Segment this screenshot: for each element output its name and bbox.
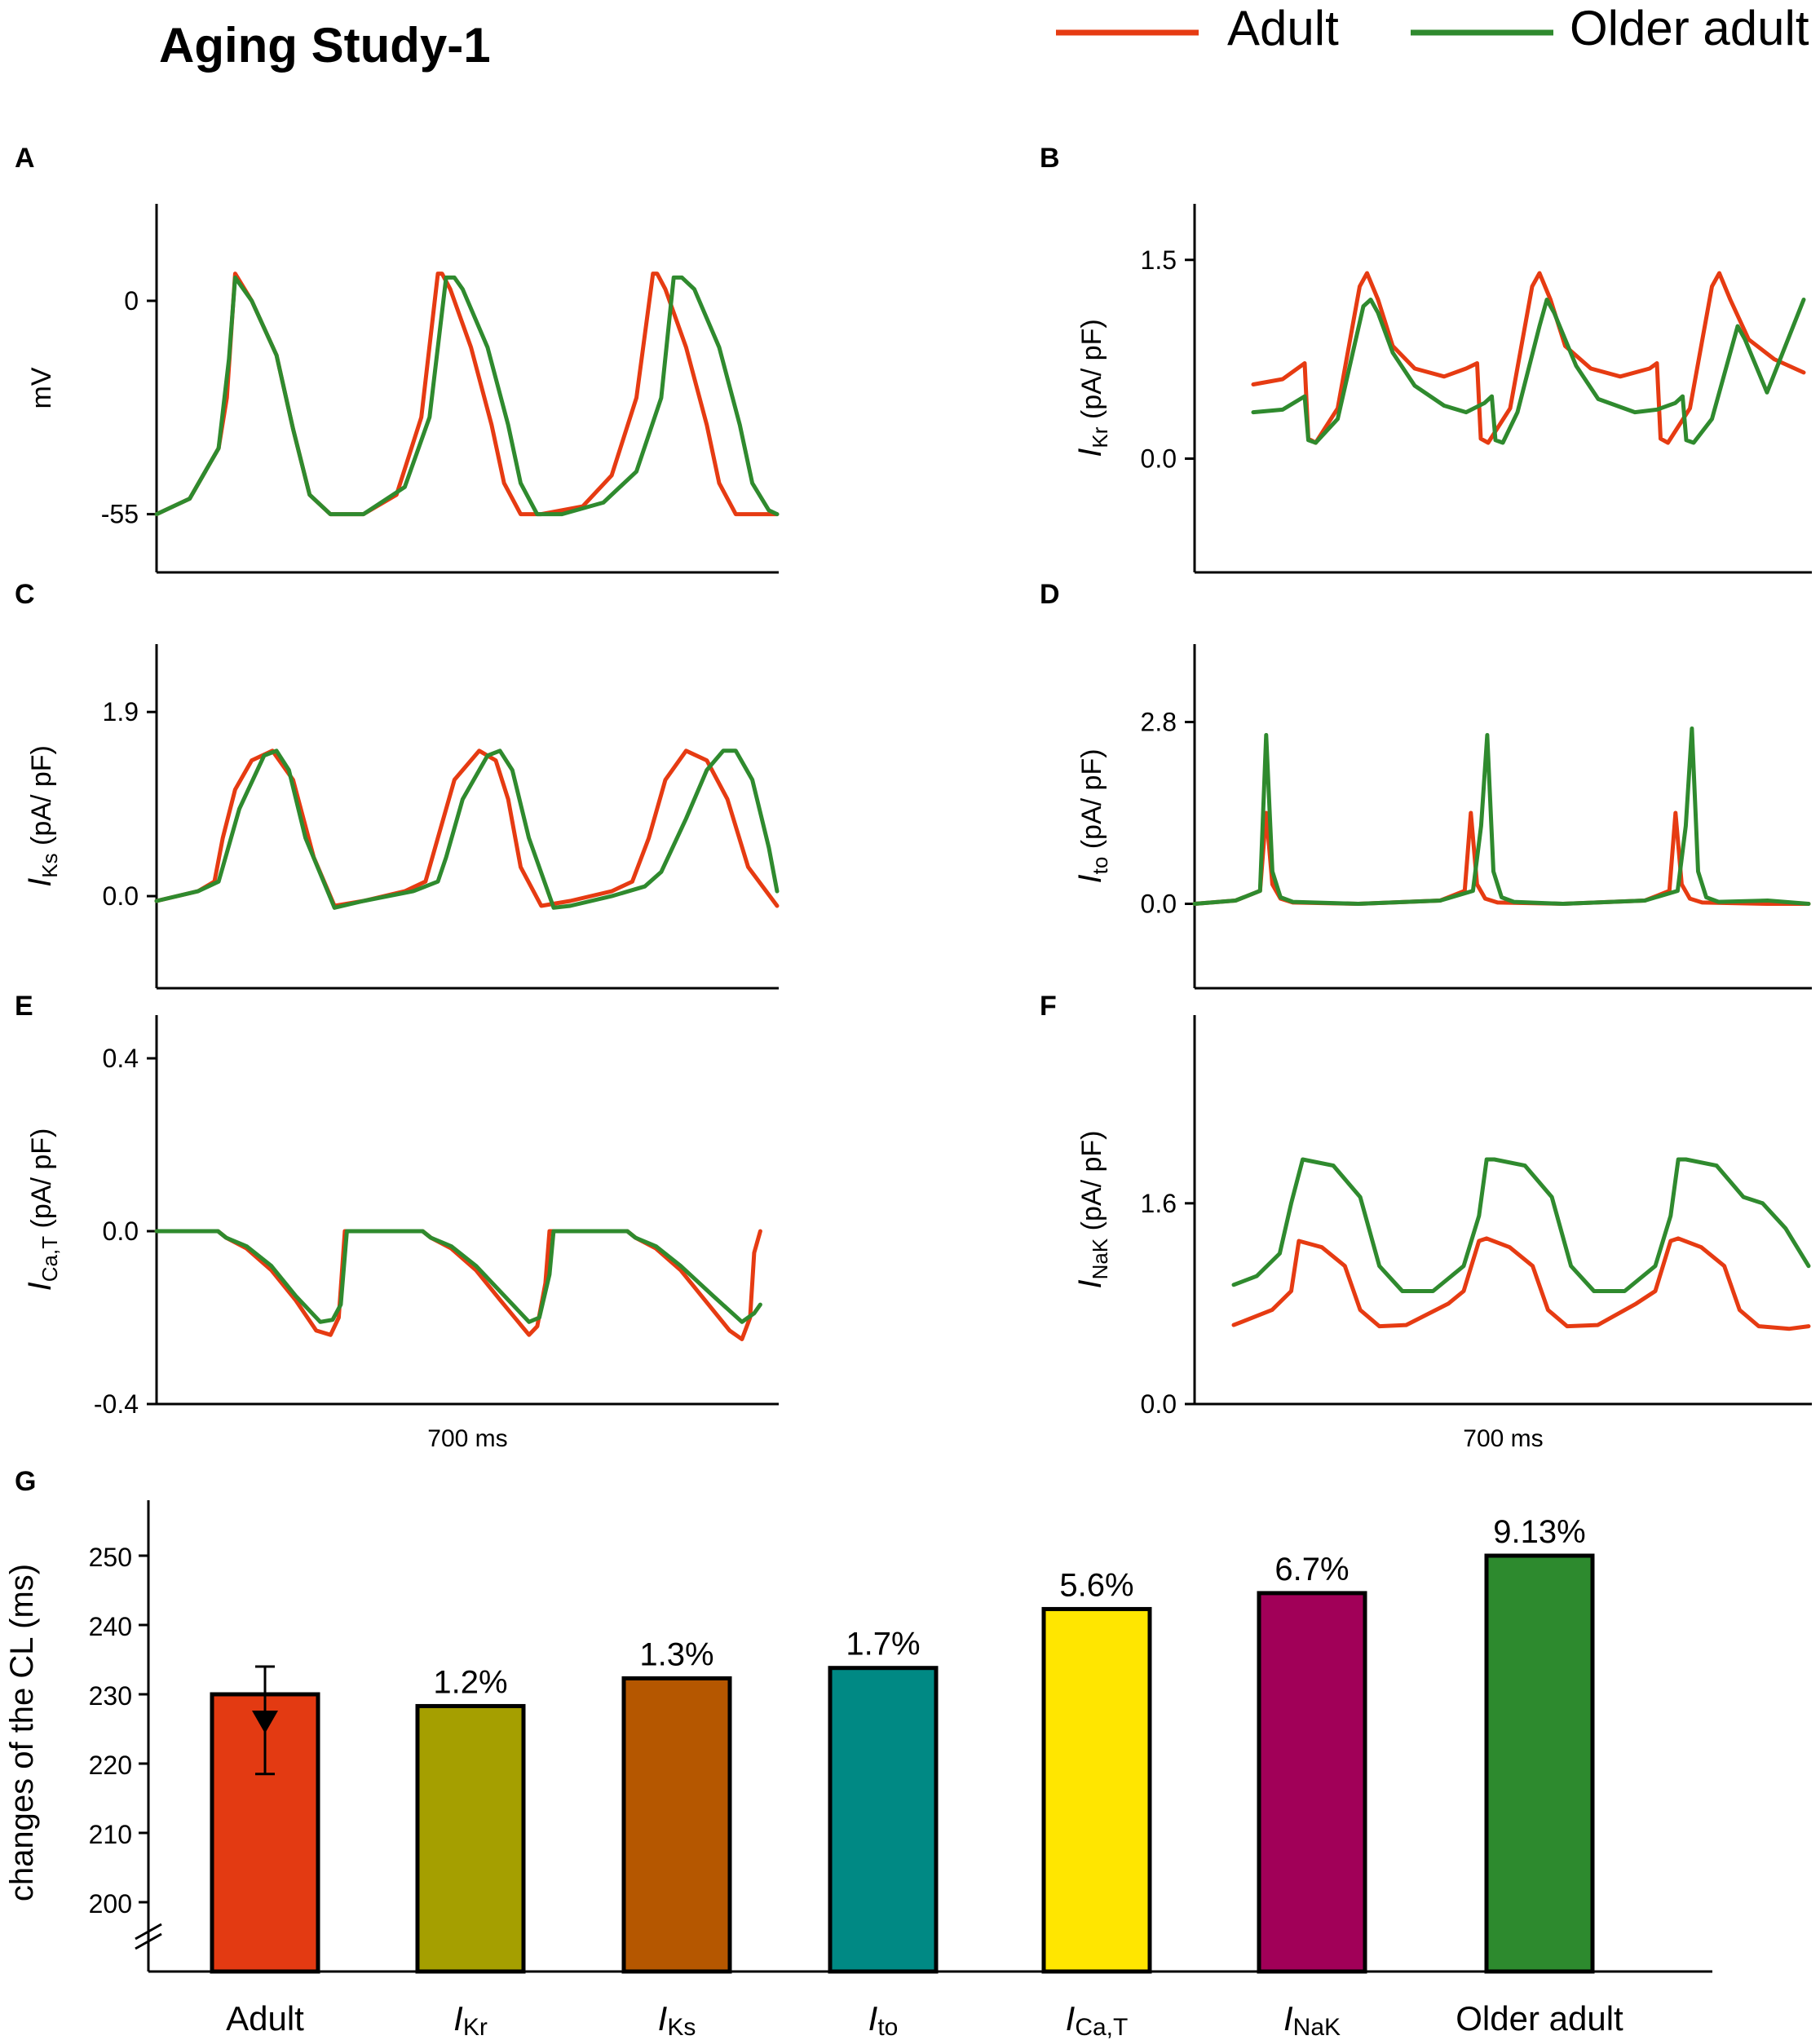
category-label-5: INaK [1283, 1999, 1341, 2040]
category-label-4: ICa,T [1066, 1999, 1129, 2040]
panel-letter-d: D [1040, 579, 1060, 610]
panel-letter-f: F [1040, 991, 1057, 1022]
bar-5 [1257, 1591, 1367, 1974]
panel-letter-b: B [1040, 143, 1060, 174]
series-line-c-older-adult [154, 748, 780, 910]
axis-break-mark [135, 1932, 162, 1950]
panel-e: E 0.4 0.0 -0.4 ICa,T (pA/ pF) 700 ms [15, 991, 779, 1452]
series-line-d-adult [1192, 810, 1811, 906]
panel-d: D 2.8 0.0 Ito (pA/ pF) [1040, 579, 1812, 990]
y-tick-label-g: 200 [89, 1889, 132, 1919]
category-label-6: Older adult [1456, 1999, 1623, 2038]
y-tick-label-b: 0.0 [1141, 444, 1177, 474]
series-line-a-older-adult [154, 275, 780, 517]
y-tick-label-g: 250 [89, 1543, 132, 1572]
y-tick-label-a: -55 [101, 500, 139, 529]
panel-c: C 1.9 0.0 IKs (pA/ pF) [15, 579, 780, 990]
category-label-0: Adult [226, 1999, 304, 2038]
y-tick-label-g: 230 [89, 1681, 132, 1711]
series-line-b-older-adult [1251, 298, 1806, 445]
y-tick-label-c: 1.9 [103, 697, 139, 726]
bar-value-label-3: 1.7% [846, 1627, 920, 1662]
series-line-e-older-adult [154, 1229, 762, 1324]
y-axis-label-a: mV [26, 367, 57, 408]
error-bar-arrow-marker [252, 1711, 278, 1733]
bar-6 [1484, 1553, 1595, 1974]
bar-value-label-2: 1.3% [639, 1636, 713, 1672]
panel-letter-g: G [15, 1466, 36, 1497]
bar-3 [828, 1666, 939, 1974]
y-tick-label-e: -0.4 [94, 1389, 139, 1419]
x-axis-label-e: 700 ms [427, 1425, 507, 1452]
series-line-e-adult [154, 1229, 762, 1341]
category-label-2: IKs [658, 1999, 696, 2040]
x-axis-label-f: 700 ms [1463, 1425, 1543, 1452]
series-line-d-older-adult [1192, 726, 1811, 906]
y-axis-label-d: Ito (pA/ pF) [1072, 748, 1112, 883]
y-tick-label-c: 0.0 [103, 881, 139, 911]
panel-b: B 1.5 0.0 IKr (pA/ pF) [1040, 143, 1812, 574]
y-axis-label-f: INaK (pA/ pF) [1072, 1131, 1112, 1289]
bar-value-label-4: 5.6% [1059, 1567, 1133, 1603]
y-tick-label-a: 0 [124, 286, 139, 316]
y-tick-label-f: 1.6 [1141, 1189, 1177, 1218]
series-line-f-adult [1231, 1236, 1811, 1331]
legend-adult-label: Adult [1227, 1, 1339, 55]
bar-value-label-1: 1.2% [433, 1664, 507, 1700]
y-tick-label-f: 0.0 [1141, 1389, 1177, 1419]
panel-f: F 1.6 0.0 INaK (pA/ pF) 700 ms [1040, 991, 1812, 1452]
panel-letter-c: C [15, 579, 35, 610]
series-line-a-adult [154, 272, 780, 517]
category-label-1: IKr [453, 1999, 488, 2040]
y-axis-label-e: ICa,T (pA/ pF) [22, 1128, 62, 1292]
series-line-c-adult [154, 748, 780, 908]
y-axis-label-c: IKs (pA/ pF) [22, 745, 62, 887]
y-tick-label-d: 0.0 [1141, 889, 1177, 918]
legend-older-label: Older adult [1570, 1, 1809, 55]
legend: Adult Older adult [1056, 1, 1809, 55]
bar-4 [1041, 1606, 1152, 1974]
axis-break-mark [135, 1923, 162, 1941]
bar-value-label-6: 9.13% [1493, 1514, 1585, 1550]
category-label-3: Ito [868, 1999, 899, 2040]
panel-letter-e: E [15, 991, 33, 1022]
y-tick-label-g: 240 [89, 1612, 132, 1641]
y-tick-label-d: 2.8 [1141, 708, 1177, 737]
y-tick-label-g: 220 [89, 1751, 132, 1780]
y-tick-label-b: 1.5 [1141, 245, 1177, 275]
y-tick-label-g: 210 [89, 1820, 132, 1849]
panel-g-bar-chart: G 200 210 220 230 240 250 changes of the CL (ms… [4, 1466, 1712, 2040]
bar-2 [621, 1676, 732, 1974]
bar-1 [415, 1703, 526, 1974]
y-axis-label-g: changes of the CL (ms) [4, 1564, 40, 1901]
panel-letter-a: A [15, 143, 35, 174]
bar-value-label-5: 6.7% [1274, 1552, 1349, 1587]
figure-title: Aging Study-1 [159, 18, 491, 73]
series-line-b-adult [1251, 271, 1806, 445]
panel-a: A 0 -55 mV [15, 143, 780, 574]
y-tick-label-e: 0.0 [103, 1216, 139, 1246]
y-tick-label-e: 0.4 [103, 1044, 139, 1073]
series-line-f-older-adult [1231, 1157, 1811, 1293]
y-axis-label-b: IKr (pA/ pF) [1072, 319, 1112, 457]
